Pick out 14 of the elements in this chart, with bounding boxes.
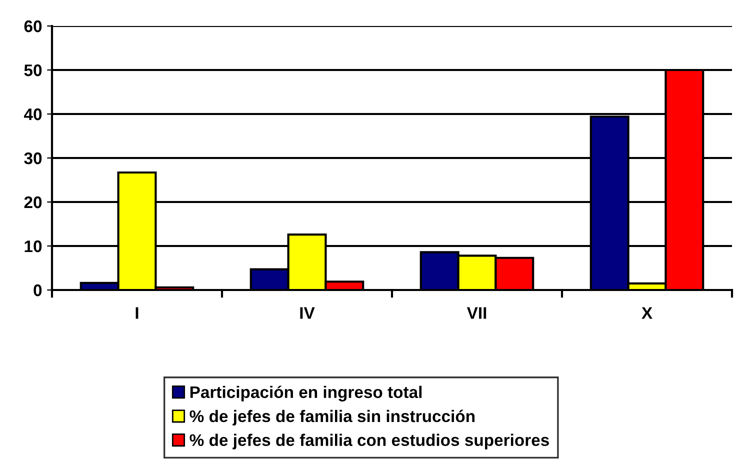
y-tick-label: 10 — [24, 240, 42, 252]
y-tick-label: 50 — [24, 64, 42, 76]
x-tick-label: IV — [300, 307, 315, 319]
legend-label: % de jefes de familia con estudios superiores — [190, 434, 549, 450]
y-tick-label: 20 — [24, 196, 42, 208]
x-tick-label: I — [136, 307, 138, 319]
x-tick-label: VII — [466, 307, 486, 319]
y-tick-label: 0 — [34, 284, 42, 296]
y-tick-label: 40 — [24, 108, 42, 120]
legend-label: Participación en ingreso total — [190, 386, 422, 402]
y-tick-label: 30 — [24, 152, 42, 164]
y-tick-label: 60 — [24, 20, 42, 32]
x-tick-label: X — [642, 307, 652, 319]
legend-label: % de jefes de familia sin instrucción — [190, 410, 474, 426]
